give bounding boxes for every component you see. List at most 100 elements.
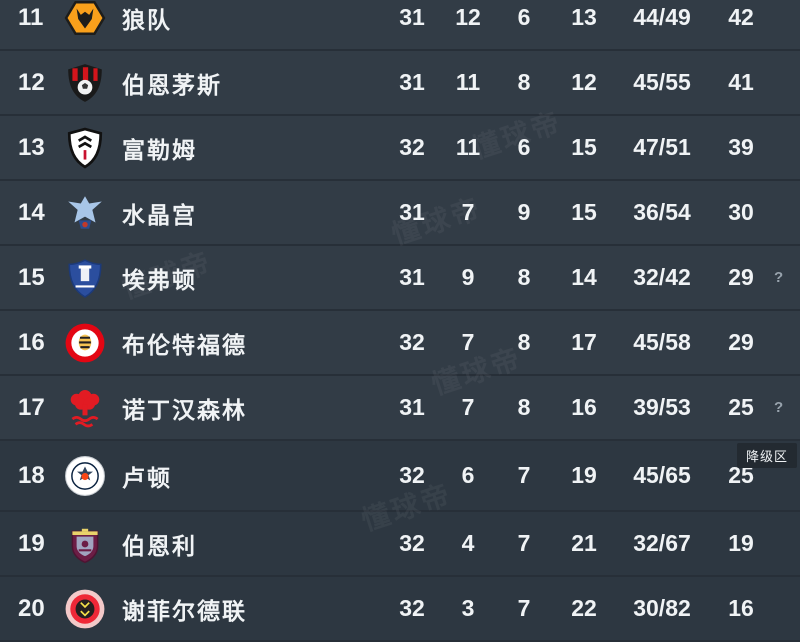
goals-for-against-value: 47/51 (633, 134, 691, 160)
goals-for-against-value: 32/42 (633, 264, 691, 290)
played-value: 32 (399, 329, 425, 355)
table-row[interactable]: 20 谢菲尔德联 32 3 7 22 30/82 16 (0, 577, 800, 642)
goals-for-against-value: 36/54 (633, 199, 691, 225)
rank-label: 16 (18, 328, 45, 356)
points-value: 39 (728, 134, 754, 160)
lost-value: 17 (571, 329, 597, 355)
won-value: 9 (461, 264, 475, 290)
drawn-value: 6 (517, 4, 531, 30)
drawn-value: 8 (517, 394, 531, 420)
rank-label: 14 (18, 198, 45, 226)
played-value: 32 (399, 134, 425, 160)
table-row[interactable]: 14 水晶宫 31 7 9 15 36/54 30 (0, 181, 800, 246)
table-row[interactable]: 17 诺丁汉森林 31 7 8 16 39/53 25 ? (0, 376, 800, 441)
table-row[interactable]: 11 狼队 31 12 6 13 44/49 42 (0, 0, 800, 51)
rank-label: 18 (18, 461, 45, 489)
team-name: 卢顿 (122, 464, 172, 491)
drawn-value: 7 (517, 595, 531, 621)
lost-value: 16 (571, 394, 597, 420)
table-row[interactable]: 15 埃弗顿 31 9 8 14 32/42 29 ? (0, 246, 800, 311)
drawn-value: 7 (517, 462, 531, 488)
team-name: 诺丁汉森林 (122, 396, 247, 423)
nottingham-forest-crest-icon (64, 387, 106, 429)
team-name: 富勒姆 (122, 136, 197, 163)
luton-crest-icon (64, 455, 106, 497)
rank-label: 11 (18, 3, 44, 31)
points-value: 19 (728, 530, 754, 556)
rank-label: 15 (18, 263, 45, 291)
won-value: 11 (455, 134, 481, 160)
relegation-zone-badge: 降级区 (736, 443, 797, 468)
goals-for-against-value: 45/65 (633, 462, 691, 488)
won-value: 3 (461, 595, 475, 621)
table-row[interactable]: 12 伯恩茅斯 31 11 8 12 45/55 41 (0, 51, 800, 116)
won-value: 7 (461, 329, 475, 355)
table-row[interactable]: 13 富勒姆 32 11 6 15 47/51 39 (0, 116, 800, 181)
goals-for-against-value: 39/53 (633, 394, 691, 420)
points-value: 41 (728, 69, 754, 95)
everton-crest-icon (64, 257, 106, 299)
goals-for-against-value: 30/82 (633, 595, 691, 621)
played-value: 31 (399, 264, 425, 290)
drawn-value: 8 (517, 69, 531, 95)
goals-for-against-value: 45/55 (633, 69, 691, 95)
team-name: 狼队 (122, 6, 172, 33)
rank-label: 17 (18, 393, 45, 421)
table-row[interactable]: 16 布伦特福德 32 7 8 17 45/58 29 (0, 311, 800, 376)
team-name: 伯恩利 (122, 532, 197, 559)
bournemouth-crest-icon (64, 62, 106, 104)
points-value: 30 (728, 199, 754, 225)
drawn-value: 8 (517, 329, 531, 355)
played-value: 32 (399, 595, 425, 621)
lost-value: 13 (571, 4, 597, 30)
drawn-value: 8 (517, 264, 531, 290)
played-value: 32 (399, 530, 425, 556)
brentford-crest-icon (64, 322, 106, 364)
team-name: 布伦特福德 (122, 331, 247, 358)
played-value: 31 (399, 394, 425, 420)
won-value: 7 (461, 394, 475, 420)
rank-label: 13 (18, 133, 45, 161)
points-value: 29 (728, 264, 754, 290)
lost-value: 12 (571, 69, 597, 95)
rank-label: 12 (18, 68, 45, 96)
played-value: 31 (399, 199, 425, 225)
team-name: 伯恩茅斯 (122, 71, 222, 98)
points-value: 25 (728, 394, 754, 420)
goals-for-against-value: 44/49 (633, 4, 691, 30)
drawn-value: 9 (517, 199, 531, 225)
won-value: 11 (455, 69, 481, 95)
table-row[interactable]: 18 卢顿 32 6 7 19 45/65 25 降级区 (0, 441, 800, 512)
table-row[interactable]: 19 伯恩利 32 4 7 21 32/67 19 (0, 512, 800, 577)
crystal-palace-crest-icon (64, 192, 106, 234)
points-deduction-hint-icon[interactable]: ? (774, 399, 784, 416)
played-value: 31 (399, 4, 425, 30)
team-name: 谢菲尔德联 (122, 597, 247, 624)
burnley-crest-icon (64, 523, 106, 565)
won-value: 12 (455, 4, 481, 30)
lost-value: 15 (571, 199, 597, 225)
lost-value: 14 (571, 264, 597, 290)
goals-for-against-value: 32/67 (633, 530, 691, 556)
drawn-value: 7 (517, 530, 531, 556)
played-value: 31 (399, 69, 425, 95)
points-value: 29 (728, 329, 754, 355)
played-value: 32 (399, 462, 425, 488)
lost-value: 15 (571, 134, 597, 160)
lost-value: 21 (571, 530, 597, 556)
wolves-crest-icon (64, 0, 106, 39)
team-name: 水晶宫 (122, 201, 197, 228)
lost-value: 22 (571, 595, 597, 621)
lost-value: 19 (571, 462, 597, 488)
team-name: 埃弗顿 (122, 266, 197, 293)
won-value: 7 (461, 199, 475, 225)
points-value: 42 (728, 4, 754, 30)
fulham-crest-icon (64, 127, 106, 169)
goals-for-against-value: 45/58 (633, 329, 691, 355)
points-value: 16 (728, 595, 754, 621)
won-value: 4 (461, 530, 475, 556)
rank-label: 20 (18, 594, 45, 622)
sheffield-united-crest-icon (64, 588, 106, 630)
points-deduction-hint-icon[interactable]: ? (774, 269, 784, 286)
